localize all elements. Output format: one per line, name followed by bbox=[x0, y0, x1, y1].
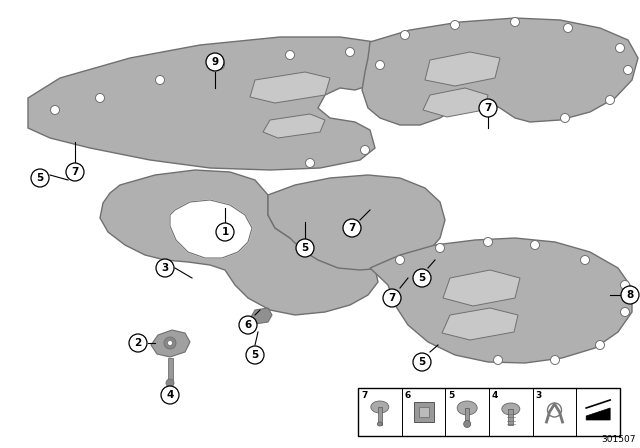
Circle shape bbox=[360, 146, 369, 155]
Circle shape bbox=[296, 239, 314, 257]
Circle shape bbox=[595, 340, 605, 349]
Polygon shape bbox=[168, 358, 173, 380]
Ellipse shape bbox=[371, 401, 389, 413]
Text: 3: 3 bbox=[161, 263, 168, 273]
Circle shape bbox=[486, 100, 495, 109]
Circle shape bbox=[621, 286, 639, 304]
Text: 5: 5 bbox=[419, 273, 426, 283]
Circle shape bbox=[396, 255, 404, 264]
Ellipse shape bbox=[502, 403, 520, 415]
Text: 7: 7 bbox=[361, 391, 367, 400]
Text: 5: 5 bbox=[419, 357, 426, 367]
Text: 5: 5 bbox=[449, 391, 454, 400]
Circle shape bbox=[239, 316, 257, 334]
Text: 4: 4 bbox=[166, 390, 173, 400]
Text: 7: 7 bbox=[71, 167, 79, 177]
Circle shape bbox=[463, 421, 470, 427]
Polygon shape bbox=[151, 330, 190, 357]
Text: 6: 6 bbox=[244, 320, 252, 330]
Text: 5: 5 bbox=[301, 243, 308, 253]
Circle shape bbox=[493, 356, 502, 365]
Text: 5: 5 bbox=[36, 173, 44, 183]
Polygon shape bbox=[423, 88, 488, 117]
Polygon shape bbox=[263, 114, 325, 138]
Circle shape bbox=[483, 237, 493, 246]
Circle shape bbox=[413, 269, 431, 287]
Circle shape bbox=[285, 51, 294, 60]
Text: 5: 5 bbox=[252, 350, 259, 360]
Circle shape bbox=[531, 241, 540, 250]
Text: 8: 8 bbox=[627, 290, 634, 300]
Circle shape bbox=[605, 95, 614, 104]
Polygon shape bbox=[586, 408, 610, 420]
Polygon shape bbox=[443, 270, 520, 306]
Circle shape bbox=[343, 219, 361, 237]
Circle shape bbox=[305, 159, 314, 168]
Circle shape bbox=[156, 76, 164, 85]
Polygon shape bbox=[100, 170, 378, 315]
Polygon shape bbox=[425, 52, 500, 86]
Circle shape bbox=[616, 43, 625, 52]
Circle shape bbox=[346, 47, 355, 56]
Circle shape bbox=[435, 244, 445, 253]
Bar bbox=[465, 408, 469, 424]
Polygon shape bbox=[442, 308, 518, 340]
Circle shape bbox=[550, 356, 559, 365]
Circle shape bbox=[164, 337, 176, 349]
Text: 3: 3 bbox=[536, 391, 542, 400]
Circle shape bbox=[479, 99, 497, 117]
Polygon shape bbox=[250, 72, 330, 103]
Bar bbox=[508, 409, 513, 425]
Circle shape bbox=[383, 289, 401, 307]
Circle shape bbox=[451, 21, 460, 30]
Polygon shape bbox=[362, 18, 638, 125]
Polygon shape bbox=[370, 238, 632, 363]
Circle shape bbox=[156, 259, 174, 277]
Circle shape bbox=[216, 60, 225, 69]
Circle shape bbox=[31, 169, 49, 187]
Circle shape bbox=[621, 280, 630, 289]
FancyBboxPatch shape bbox=[413, 402, 433, 422]
Ellipse shape bbox=[378, 422, 382, 426]
Polygon shape bbox=[268, 175, 445, 270]
Circle shape bbox=[129, 334, 147, 352]
Text: 301507: 301507 bbox=[602, 435, 636, 444]
Circle shape bbox=[561, 113, 570, 122]
Text: 7: 7 bbox=[484, 103, 492, 113]
Circle shape bbox=[216, 223, 234, 241]
Bar bbox=[358, 388, 620, 436]
Circle shape bbox=[206, 53, 224, 71]
Circle shape bbox=[511, 17, 520, 26]
Circle shape bbox=[51, 105, 60, 115]
Text: 4: 4 bbox=[492, 391, 499, 400]
Circle shape bbox=[166, 379, 174, 387]
Polygon shape bbox=[170, 200, 252, 258]
Circle shape bbox=[246, 346, 264, 364]
Circle shape bbox=[580, 255, 589, 264]
Circle shape bbox=[376, 60, 385, 69]
Circle shape bbox=[161, 386, 179, 404]
Polygon shape bbox=[28, 37, 395, 170]
Bar bbox=[378, 407, 382, 425]
Text: 7: 7 bbox=[348, 223, 356, 233]
Bar bbox=[419, 407, 429, 417]
Circle shape bbox=[401, 30, 410, 39]
Circle shape bbox=[168, 340, 173, 345]
Circle shape bbox=[563, 23, 573, 33]
Text: 6: 6 bbox=[404, 391, 411, 400]
Circle shape bbox=[95, 94, 104, 103]
Polygon shape bbox=[251, 308, 272, 324]
Circle shape bbox=[413, 353, 431, 371]
Text: 1: 1 bbox=[221, 227, 228, 237]
Text: 7: 7 bbox=[388, 293, 396, 303]
Polygon shape bbox=[170, 200, 252, 258]
Circle shape bbox=[66, 163, 84, 181]
Text: 2: 2 bbox=[134, 338, 141, 348]
Text: 9: 9 bbox=[211, 57, 219, 67]
Circle shape bbox=[623, 65, 632, 74]
Ellipse shape bbox=[457, 401, 477, 415]
Circle shape bbox=[621, 307, 630, 316]
